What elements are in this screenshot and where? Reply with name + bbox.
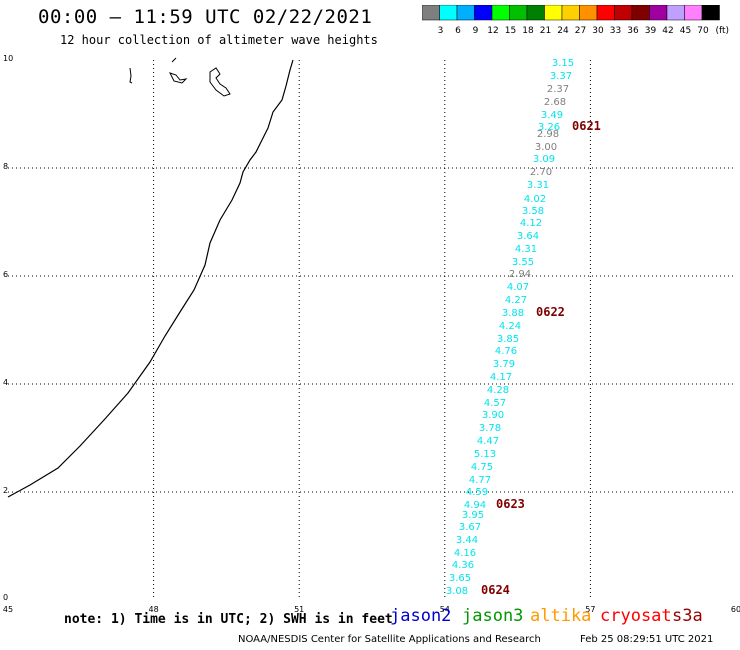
- track-time-label: 0624: [481, 583, 510, 597]
- color-swatch: [701, 5, 720, 21]
- socotra-island-outline: [209, 67, 231, 97]
- wave-height-value: 2.68: [544, 97, 566, 108]
- wave-height-value: 4.02: [524, 194, 546, 205]
- wave-height-value: 3.65: [449, 573, 471, 584]
- wave-height-value: 4.24: [499, 321, 521, 332]
- colorbar-tick-label: 39: [645, 26, 657, 36]
- lat-tick-label: 8: [3, 162, 8, 171]
- satellite-label-altika: altika: [530, 606, 592, 626]
- lon-tick-label: 57: [585, 605, 595, 614]
- wave-height-value: 4.16: [454, 548, 476, 559]
- wave-height-value: 5.13: [474, 449, 496, 460]
- wave-height-value: 2.94: [509, 269, 531, 280]
- wave-height-value: 3.44: [456, 535, 478, 546]
- colorbar-tick-label: 18: [522, 26, 534, 36]
- wave-height-value: 3.79: [493, 359, 515, 370]
- generated-timestamp: Feb 25 08:29:51 UTC 2021: [580, 634, 714, 645]
- colorbar-tick-label: 42: [662, 26, 673, 36]
- lon-tick-label: 54: [440, 605, 450, 614]
- wave-height-value: 3.08: [446, 586, 468, 597]
- wave-height-value: 4.36: [452, 560, 474, 571]
- wave-height-value: 3.78: [479, 423, 501, 434]
- colorbar-tick-label: 33: [610, 26, 621, 36]
- wave-height-value: 3.09: [533, 154, 555, 165]
- wave-height-value: 4.12: [520, 218, 542, 229]
- wave-height-value: 3.37: [550, 71, 572, 82]
- satellite-label-s3a: s3a: [672, 606, 703, 626]
- track-time-label: 0622: [536, 305, 565, 319]
- wave-height-value: 4.17: [490, 372, 512, 383]
- wave-height-value: 3.00: [535, 142, 557, 153]
- wave-height-value: 3.85: [497, 334, 519, 345]
- map-title: 00:00 – 11:59 UTC 02/22/2021: [38, 6, 373, 28]
- wave-height-value: 4.59: [466, 487, 488, 498]
- colorbar-tick-label: 36: [627, 26, 639, 36]
- wave-height-value: 4.31: [515, 244, 537, 255]
- colorbar-tick-label: 9: [473, 26, 479, 36]
- wave-height-value: 3.88: [502, 308, 524, 319]
- wave-height-value: 4.94: [464, 500, 486, 511]
- colorbar-tick-label: 70: [697, 26, 709, 36]
- track-time-label: 0623: [496, 497, 525, 511]
- satellite-label-cryosat: cryosat: [600, 606, 672, 626]
- wave-height-value: 4.47: [477, 436, 499, 447]
- lat-tick-label: 2: [3, 486, 8, 495]
- colorbar-tick-label: 15: [505, 26, 516, 36]
- lon-tick-label: 51: [294, 605, 304, 614]
- wave-height-value: 3.95: [462, 510, 484, 521]
- colorbar-tick-label: 21: [540, 26, 551, 36]
- wave-height-value: 3.67: [459, 522, 481, 533]
- wave-height-value: 2.70: [530, 167, 552, 178]
- lon-tick-label: 60: [731, 605, 740, 614]
- wave-height-value: 3.49: [541, 110, 563, 121]
- colorbar-tick-label: 6: [455, 26, 461, 36]
- wave-height-value: 4.57: [484, 398, 506, 409]
- lat-tick-label: 10: [3, 54, 13, 63]
- footer-note: note: 1) Time is in UTC; 2) SWH is in fe…: [64, 612, 393, 627]
- wave-height-value: 2.37: [547, 84, 569, 95]
- wave-height-value: 4.28: [487, 385, 509, 396]
- color-scale-legend: 3 6 9 12 15 18 21 24 27 30 33 36 39 42 45 70 (ft): [422, 5, 730, 36]
- wave-height-value: 4.07: [507, 282, 529, 293]
- colorbar-tick-label: 24: [557, 26, 569, 36]
- wave-height-value: 4.77: [469, 475, 491, 486]
- wave-height-value: 3.64: [517, 231, 539, 242]
- lon-tick-label: 45: [3, 605, 13, 614]
- wave-height-value: 3.58: [522, 206, 544, 217]
- wave-height-value: 3.15: [552, 58, 574, 69]
- map-subtitle: 12 hour collection of altimeter wave hei…: [60, 33, 378, 47]
- lat-tick-label: 4: [3, 378, 8, 387]
- track-time-label: 0621: [572, 119, 601, 133]
- colorbar-tick-label: 27: [575, 26, 586, 36]
- lon-tick-label: 48: [149, 605, 159, 614]
- somalia-coastline: [7, 59, 294, 498]
- colorbar-tick-label: 30: [592, 26, 604, 36]
- wave-height-value: 2.98: [537, 129, 559, 140]
- wave-height-value: 4.76: [495, 346, 517, 357]
- island-outline: [169, 57, 188, 84]
- wave-height-value: 3.90: [482, 410, 504, 421]
- colorbar-tick-label: 45: [680, 26, 691, 36]
- satellite-label-jason2: jason2: [390, 606, 452, 626]
- colorbar-tick-label: 12: [487, 26, 498, 36]
- island-outline: [129, 67, 133, 84]
- satellite-label-jason3: jason3: [462, 606, 524, 626]
- wave-height-value: 4.27: [505, 295, 527, 306]
- wave-height-value: 4.75: [471, 462, 493, 473]
- colorbar-unit-label: (ft): [716, 26, 730, 36]
- wave-height-value: 3.31: [527, 180, 549, 191]
- wave-height-value: 3.26: [538, 122, 560, 133]
- lat-tick-label: 6: [3, 270, 8, 279]
- colorbar-tick-label: 3: [438, 26, 444, 36]
- credit-line: NOAA/NESDIS Center for Satellite Applica…: [238, 634, 541, 645]
- lat-tick-label: 0: [3, 593, 8, 602]
- wave-height-value: 3.55: [512, 257, 534, 268]
